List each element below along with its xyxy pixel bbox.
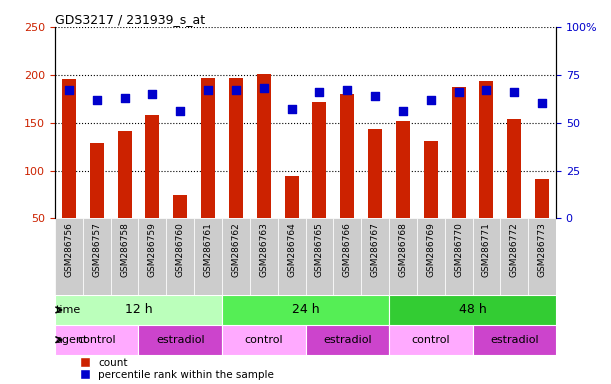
Text: GSM286760: GSM286760 xyxy=(176,222,185,277)
Text: control: control xyxy=(411,335,450,345)
Text: 48 h: 48 h xyxy=(459,303,486,316)
Bar xyxy=(194,218,222,295)
Bar xyxy=(306,218,334,295)
Point xyxy=(315,89,324,95)
Point xyxy=(64,87,74,93)
Bar xyxy=(472,218,500,295)
Point xyxy=(342,87,352,93)
Bar xyxy=(174,195,187,218)
Bar xyxy=(507,119,521,218)
Bar xyxy=(90,143,104,218)
Text: agent: agent xyxy=(56,335,88,345)
Text: estradiol: estradiol xyxy=(323,335,371,345)
Bar xyxy=(139,325,222,354)
Text: control: control xyxy=(78,335,116,345)
Bar xyxy=(222,218,250,295)
Text: control: control xyxy=(244,335,283,345)
Text: estradiol: estradiol xyxy=(156,335,205,345)
Text: GSM286772: GSM286772 xyxy=(510,222,519,277)
Point xyxy=(398,108,408,114)
Text: GSM286763: GSM286763 xyxy=(259,222,268,277)
Bar xyxy=(222,295,389,325)
Bar xyxy=(389,295,556,325)
Bar xyxy=(535,179,549,218)
Bar xyxy=(480,81,494,218)
Bar xyxy=(117,131,131,218)
Bar xyxy=(389,325,472,354)
Point xyxy=(537,101,547,107)
Text: GSM286756: GSM286756 xyxy=(64,222,73,277)
Point xyxy=(481,87,491,93)
Point xyxy=(203,87,213,93)
Bar xyxy=(83,218,111,295)
Bar xyxy=(55,218,83,295)
Text: GSM286766: GSM286766 xyxy=(343,222,352,277)
Legend: count, percentile rank within the sample: count, percentile rank within the sample xyxy=(80,357,275,381)
Bar xyxy=(285,176,299,218)
Bar xyxy=(55,295,222,325)
Point xyxy=(370,93,380,99)
Point xyxy=(426,97,436,103)
Text: estradiol: estradiol xyxy=(490,335,538,345)
Bar xyxy=(201,78,215,218)
Text: 24 h: 24 h xyxy=(291,303,320,316)
Bar xyxy=(111,218,139,295)
Text: GSM286759: GSM286759 xyxy=(148,222,157,277)
Bar xyxy=(340,94,354,218)
Point xyxy=(175,108,185,114)
Text: GDS3217 / 231939_s_at: GDS3217 / 231939_s_at xyxy=(55,13,205,26)
Text: GSM286770: GSM286770 xyxy=(454,222,463,277)
Bar xyxy=(396,121,410,218)
Bar xyxy=(334,218,361,295)
Bar xyxy=(62,79,76,218)
Bar xyxy=(277,218,306,295)
Bar xyxy=(145,115,159,218)
Text: GSM286761: GSM286761 xyxy=(203,222,213,277)
Bar xyxy=(312,102,326,218)
Bar xyxy=(472,325,556,354)
Text: GSM286767: GSM286767 xyxy=(371,222,379,277)
Text: GSM286773: GSM286773 xyxy=(538,222,547,277)
Point xyxy=(120,95,130,101)
Bar xyxy=(361,218,389,295)
Point xyxy=(147,91,157,97)
Text: GSM286768: GSM286768 xyxy=(398,222,408,277)
Bar xyxy=(257,74,271,218)
Bar xyxy=(222,325,306,354)
Bar xyxy=(389,218,417,295)
Text: GSM286758: GSM286758 xyxy=(120,222,129,277)
Point xyxy=(231,87,241,93)
Text: time: time xyxy=(56,305,81,315)
Text: GSM286762: GSM286762 xyxy=(232,222,240,277)
Point xyxy=(287,106,296,112)
Bar xyxy=(166,218,194,295)
Text: GSM286771: GSM286771 xyxy=(482,222,491,277)
Bar xyxy=(445,218,472,295)
Text: GSM286765: GSM286765 xyxy=(315,222,324,277)
Point xyxy=(510,89,519,95)
Bar xyxy=(139,218,166,295)
Text: GSM286769: GSM286769 xyxy=(426,222,435,277)
Bar xyxy=(229,78,243,218)
Text: GSM286757: GSM286757 xyxy=(92,222,101,277)
Bar xyxy=(306,325,389,354)
Bar xyxy=(452,87,466,218)
Point xyxy=(92,97,101,103)
Bar xyxy=(424,141,437,218)
Point xyxy=(259,85,269,91)
Bar xyxy=(500,218,528,295)
Bar xyxy=(528,218,556,295)
Bar xyxy=(417,218,445,295)
Bar xyxy=(55,325,139,354)
Text: GSM286764: GSM286764 xyxy=(287,222,296,277)
Bar xyxy=(250,218,277,295)
Point xyxy=(454,89,464,95)
Text: 12 h: 12 h xyxy=(125,303,152,316)
Bar xyxy=(368,129,382,218)
